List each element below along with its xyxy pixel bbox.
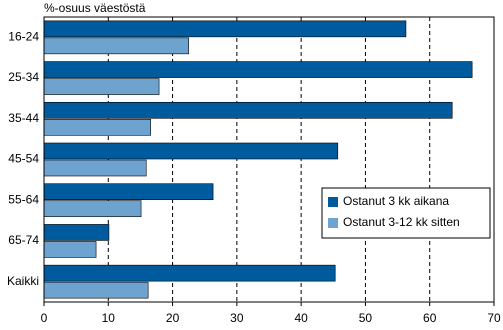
legend-box	[321, 187, 491, 239]
x-tick-label: 20	[166, 311, 180, 325]
bar	[43, 78, 160, 95]
bar	[43, 37, 189, 55]
x-tick-label: 10	[102, 311, 116, 325]
legend-label: Ostanut 3-12 kk sitten	[343, 215, 460, 229]
bar	[43, 61, 473, 78]
bar	[43, 183, 214, 201]
y-tick-label: 16-24	[8, 30, 39, 44]
chart-title: %-osuus väestöstä	[44, 1, 146, 15]
y-tick-label: 35-44	[8, 111, 39, 125]
y-tick-label: Kaikki	[7, 274, 39, 288]
x-tick-label: 0	[41, 311, 48, 325]
x-tick-label: 70	[487, 311, 501, 325]
bar	[43, 20, 407, 38]
legend-swatch	[328, 197, 338, 207]
x-tick-label: 30	[230, 311, 244, 325]
bar	[43, 118, 152, 136]
legend-swatch	[328, 218, 338, 228]
bar	[43, 264, 336, 282]
y-tick-label: 45-54	[8, 152, 39, 166]
bar	[43, 281, 149, 299]
x-tick-label: 40	[294, 311, 308, 325]
x-tick-label: 50	[359, 311, 373, 325]
bar	[43, 241, 97, 258]
bar	[43, 224, 110, 241]
bar	[43, 101, 453, 119]
legend-label: Ostanut 3 kk aikana	[343, 194, 449, 208]
y-tick-label: 65-74	[8, 233, 39, 247]
y-tick-label: 55-64	[8, 192, 39, 206]
plot-frame	[43, 16, 495, 303]
y-tick-label: 25-34	[8, 70, 39, 84]
bar	[43, 200, 142, 218]
bar	[43, 142, 339, 160]
bar	[43, 159, 147, 177]
x-tick-label: 60	[423, 311, 437, 325]
